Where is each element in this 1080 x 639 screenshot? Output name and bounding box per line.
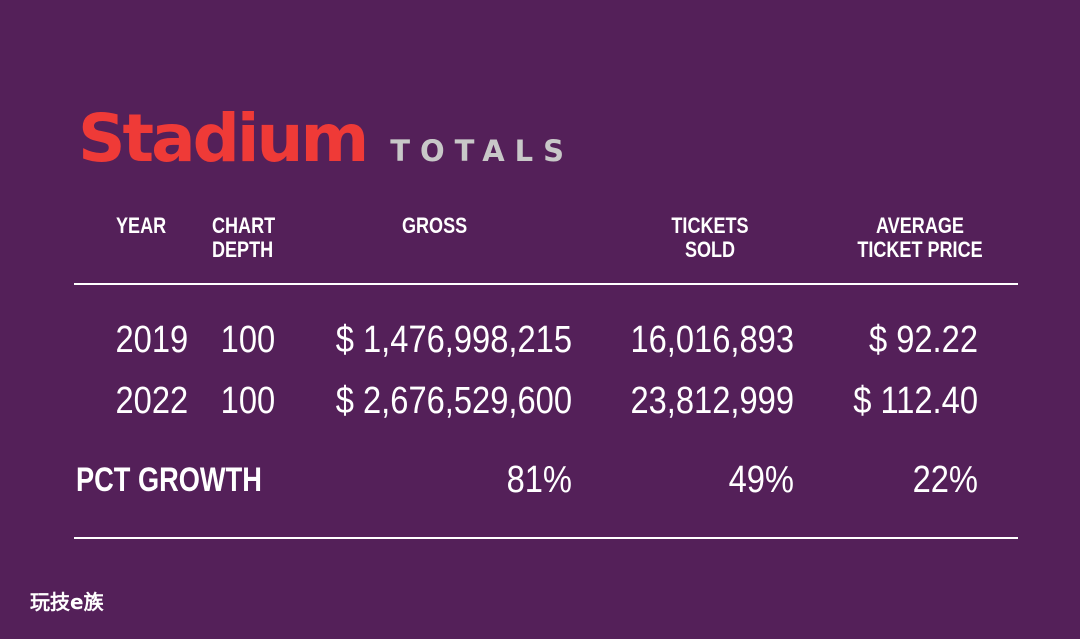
- column-header-average-ticket-price-line2: TICKET PRICE: [857, 237, 983, 262]
- title-sub: TOTALS: [390, 134, 575, 168]
- divider-top: [74, 283, 1018, 285]
- column-header-tickets-sold-line1: TICKETS: [671, 213, 749, 238]
- cell-tickets-sold-2019: 16,016,893: [630, 319, 794, 361]
- cell-growth-average-ticket-price: 22%: [912, 459, 978, 501]
- cell-year-2022: 2022: [115, 380, 189, 422]
- title: Stadium TOTALS: [78, 92, 574, 172]
- watermark: 玩技e族: [30, 590, 104, 614]
- column-header-gross: GROSS: [402, 214, 467, 238]
- cell-gross-2022: $ 2,676,529,600: [335, 380, 572, 422]
- growth-label: PCT GROWTH: [76, 461, 262, 499]
- cell-chart-depth-2022: 100: [220, 380, 276, 422]
- column-header-chart-depth-line2: DEPTH: [212, 237, 274, 262]
- cell-average-ticket-price-2019: $ 92.22: [868, 319, 978, 361]
- column-header-tickets-sold-line2: SOLD: [684, 237, 736, 262]
- divider-bottom: [74, 537, 1018, 539]
- column-header-tickets-sold: TICKETS SOLD: [661, 214, 759, 262]
- title-main: Stadium: [78, 100, 369, 177]
- cell-growth-gross: 81%: [506, 459, 572, 501]
- column-header-chart-depth: CHART DEPTH: [212, 214, 275, 262]
- column-header-year-label: YEAR: [116, 213, 167, 238]
- column-header-chart-depth-line1: CHART: [212, 213, 276, 238]
- column-header-average-ticket-price: AVERAGE TICKET PRICE: [846, 214, 994, 262]
- column-header-year: YEAR: [116, 214, 166, 238]
- column-header-average-ticket-price-line1: AVERAGE: [876, 213, 964, 238]
- cell-average-ticket-price-2022: $ 112.40: [853, 380, 978, 422]
- cell-year-2019: 2019: [115, 319, 189, 361]
- cell-growth-tickets-sold: 49%: [728, 459, 794, 501]
- column-header-gross-label: GROSS: [402, 213, 468, 238]
- cell-chart-depth-2019: 100: [220, 319, 276, 361]
- cell-gross-2019: $ 1,476,998,215: [335, 319, 572, 361]
- cell-tickets-sold-2022: 23,812,999: [630, 380, 794, 422]
